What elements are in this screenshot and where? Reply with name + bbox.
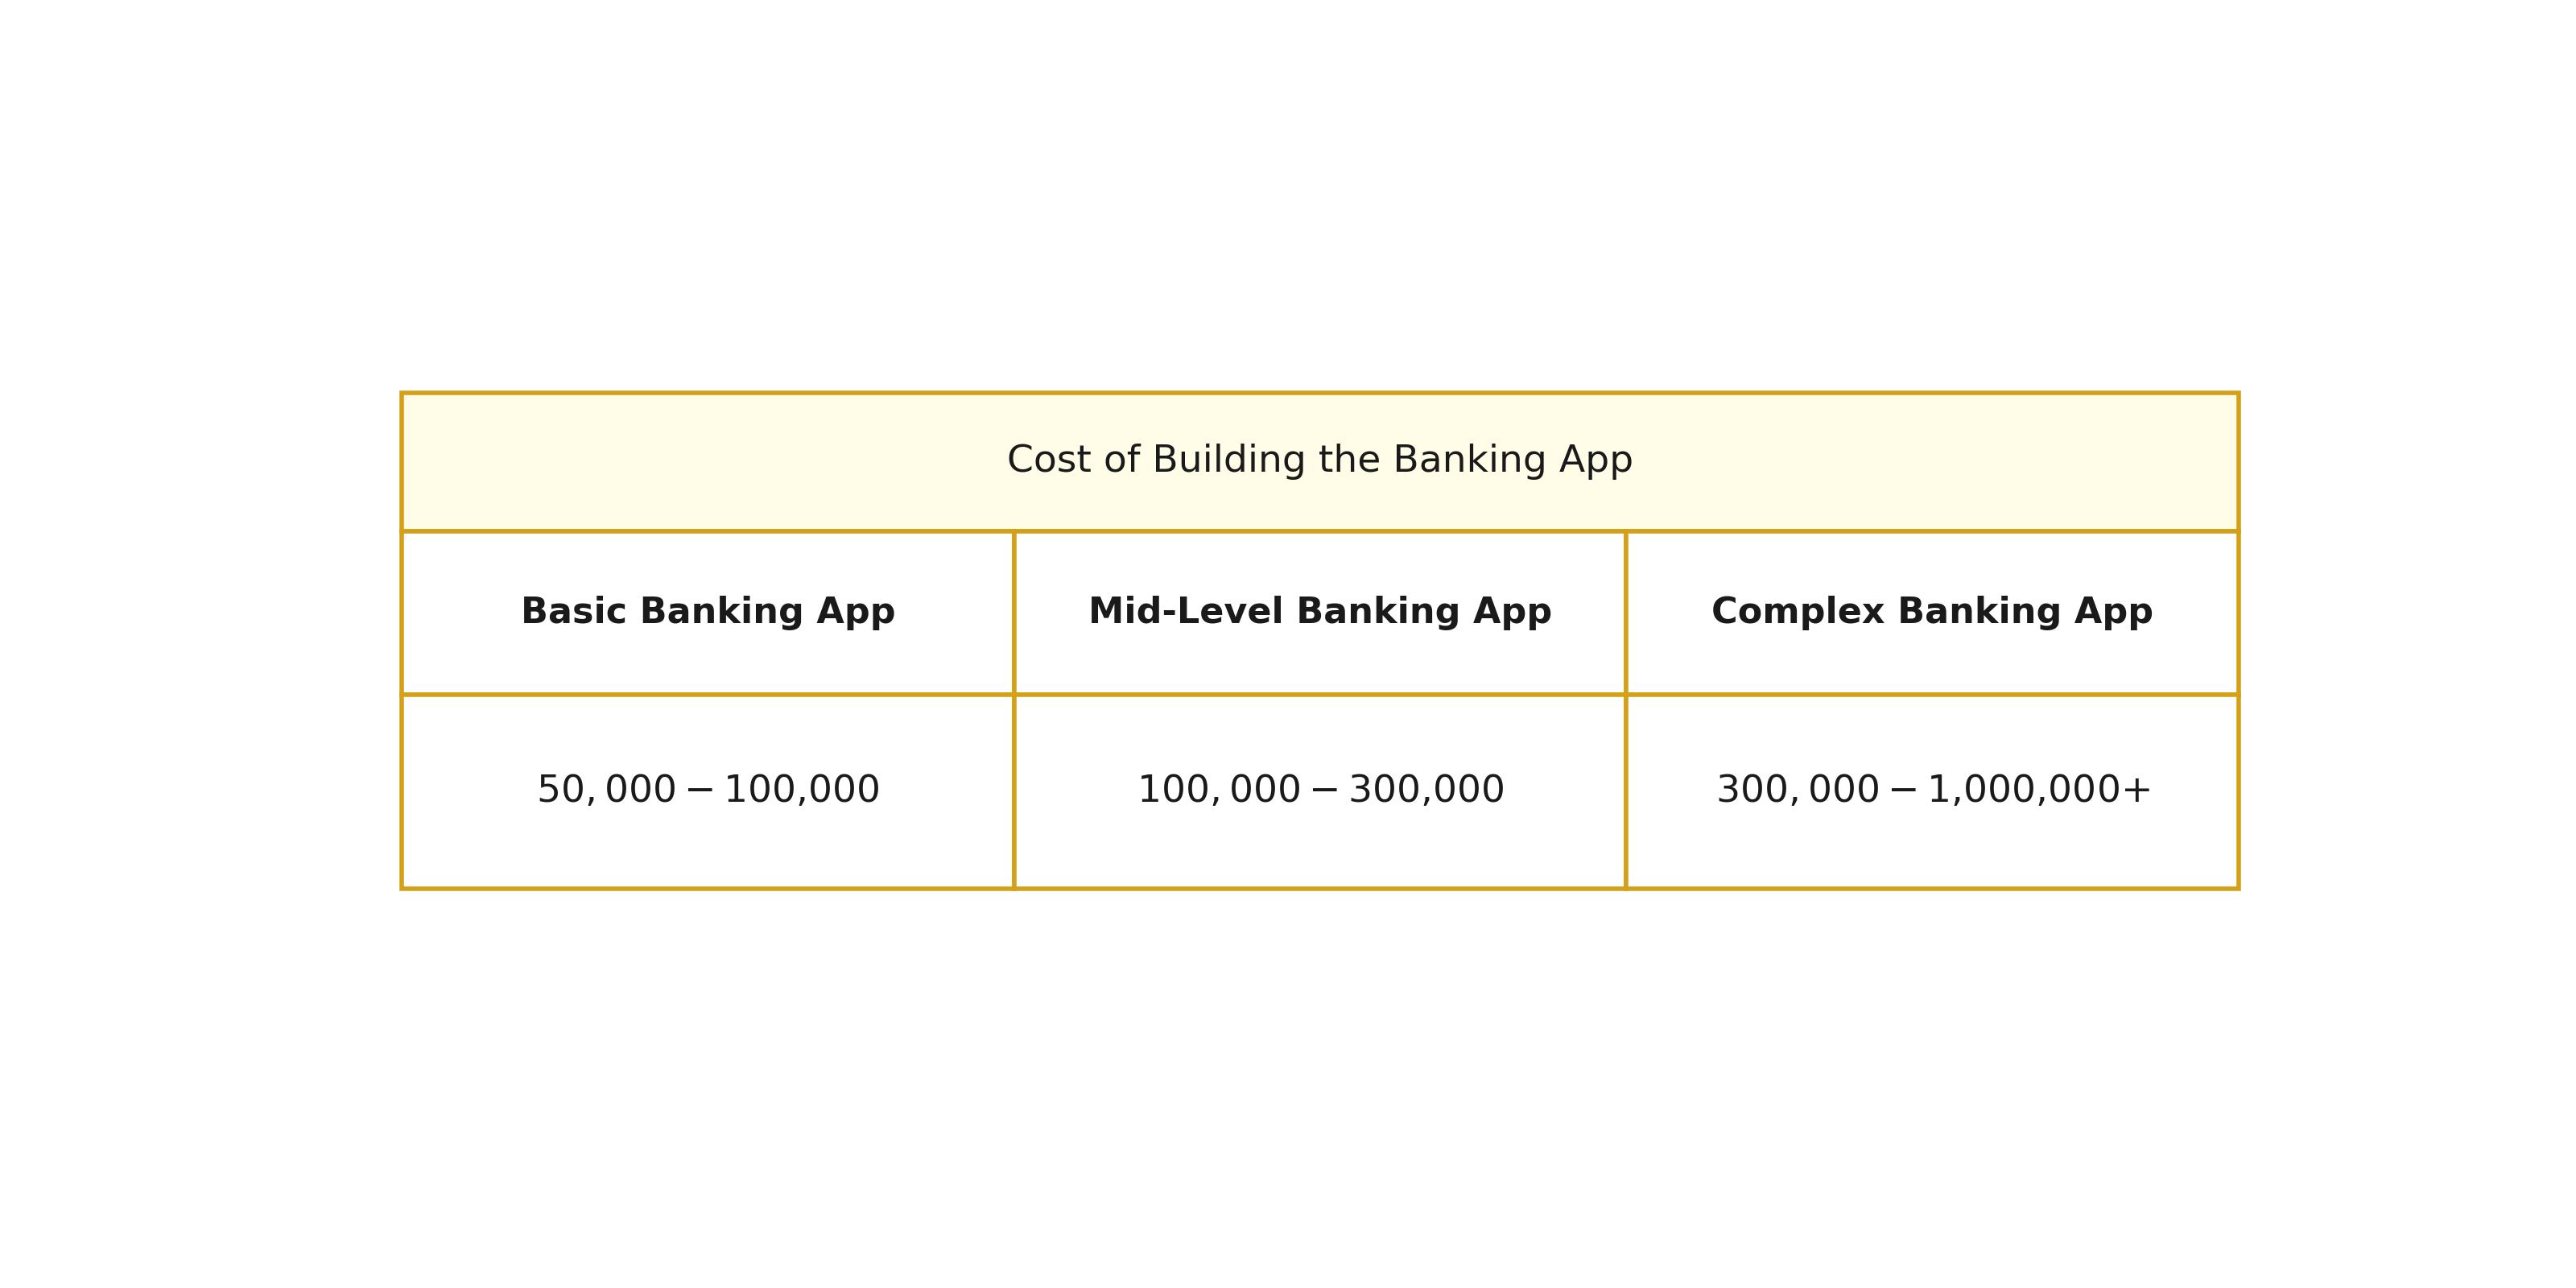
- Bar: [402, 532, 1015, 696]
- Bar: [1625, 696, 2239, 889]
- Bar: [1015, 696, 1625, 889]
- Text: Complex Banking App: Complex Banking App: [1710, 596, 2154, 631]
- Bar: [402, 393, 2239, 532]
- Text: $100,000 - $300,000: $100,000 - $300,000: [1136, 774, 1504, 810]
- Bar: [1625, 532, 2239, 696]
- Bar: [402, 696, 1015, 889]
- Text: $50,000 - $100,000: $50,000 - $100,000: [536, 774, 881, 810]
- Text: Mid-Level Banking App: Mid-Level Banking App: [1087, 596, 1553, 631]
- Text: Basic Banking App: Basic Banking App: [520, 596, 896, 631]
- Bar: [1015, 532, 1625, 696]
- Text: Cost of Building the Banking App: Cost of Building the Banking App: [1007, 444, 1633, 480]
- Text: $300,000 - $1,000,000+: $300,000 - $1,000,000+: [1716, 774, 2148, 810]
